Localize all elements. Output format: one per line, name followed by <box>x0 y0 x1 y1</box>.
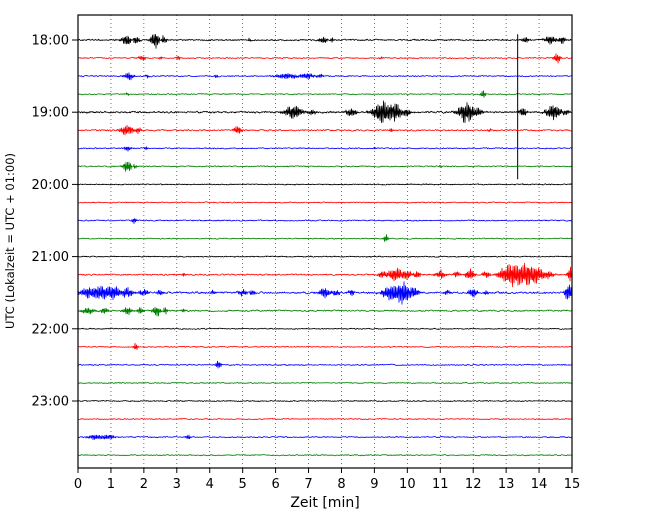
x-axis-label: Zeit [min] <box>290 495 359 511</box>
x-tick-label: 13 <box>498 477 515 492</box>
trace-group <box>78 34 572 457</box>
x-tick-label: 1 <box>107 477 115 492</box>
trace-18:15 <box>78 53 572 64</box>
x-tick-label: 5 <box>239 477 247 492</box>
y-axis-label: UTC (Lokalzeit = UTC + 01:00) <box>3 153 17 329</box>
trace-21:00 <box>78 255 572 258</box>
x-tick-label: 15 <box>564 477 581 492</box>
trace-20:15 <box>78 201 572 204</box>
plot-border <box>77 14 573 469</box>
x-tick-label: 2 <box>140 477 148 492</box>
x-tick-label: 9 <box>370 477 378 492</box>
trace-20:00 <box>78 183 572 186</box>
y-tick-label: 21:00 <box>32 250 69 265</box>
trace-22:45 <box>78 381 572 385</box>
x-tick-label: 7 <box>304 477 312 492</box>
x-tick-label: 14 <box>531 477 548 492</box>
trace-22:30 <box>78 360 572 369</box>
trace-20:30 <box>78 218 572 225</box>
trace-23:00 <box>78 399 572 403</box>
trace-23:30 <box>78 434 572 441</box>
trace-22:15 <box>78 342 572 350</box>
y-tick-label: 20:00 <box>32 178 69 193</box>
trace-20:45 <box>78 234 572 242</box>
trace-19:30 <box>78 146 572 152</box>
trace-23:15 <box>78 417 572 421</box>
x-tick-label: 12 <box>465 477 482 492</box>
trace-19:15 <box>78 124 572 136</box>
trace-19:45 <box>78 161 572 172</box>
trace-22:00 <box>78 327 572 330</box>
gridlines <box>77 15 573 468</box>
x-tick-label: 3 <box>173 477 181 492</box>
y-tick-label: 19:00 <box>32 106 69 121</box>
x-axis-ticks: 0 1 2 3 4 5 6 7 8 9 10 11 12 13 14 15 <box>74 468 580 492</box>
trace-21:45 <box>78 306 572 317</box>
trace-18:30 <box>78 72 572 81</box>
trace-23:45 <box>78 454 572 457</box>
x-tick-label: 11 <box>432 477 449 492</box>
y-tick-label: 23:00 <box>32 395 69 410</box>
y-tick-label: 22:00 <box>32 322 69 337</box>
trace-19:00 <box>78 100 572 123</box>
y-axis-ticks: 18:00 19:00 20:00 21:00 22:00 23:00 <box>32 34 78 410</box>
x-tick-label: 8 <box>337 477 345 492</box>
trace-21:30 <box>78 281 572 305</box>
x-tick-label: 6 <box>271 477 279 492</box>
x-tick-label: 10 <box>399 477 416 492</box>
trace-18:00 <box>78 34 572 49</box>
x-tick-label: 4 <box>206 477 214 492</box>
x-tick-label: 0 <box>74 477 82 492</box>
trace-18:45 <box>78 90 572 98</box>
trace-21:15 <box>78 262 572 288</box>
y-tick-label: 18:00 <box>32 34 69 49</box>
